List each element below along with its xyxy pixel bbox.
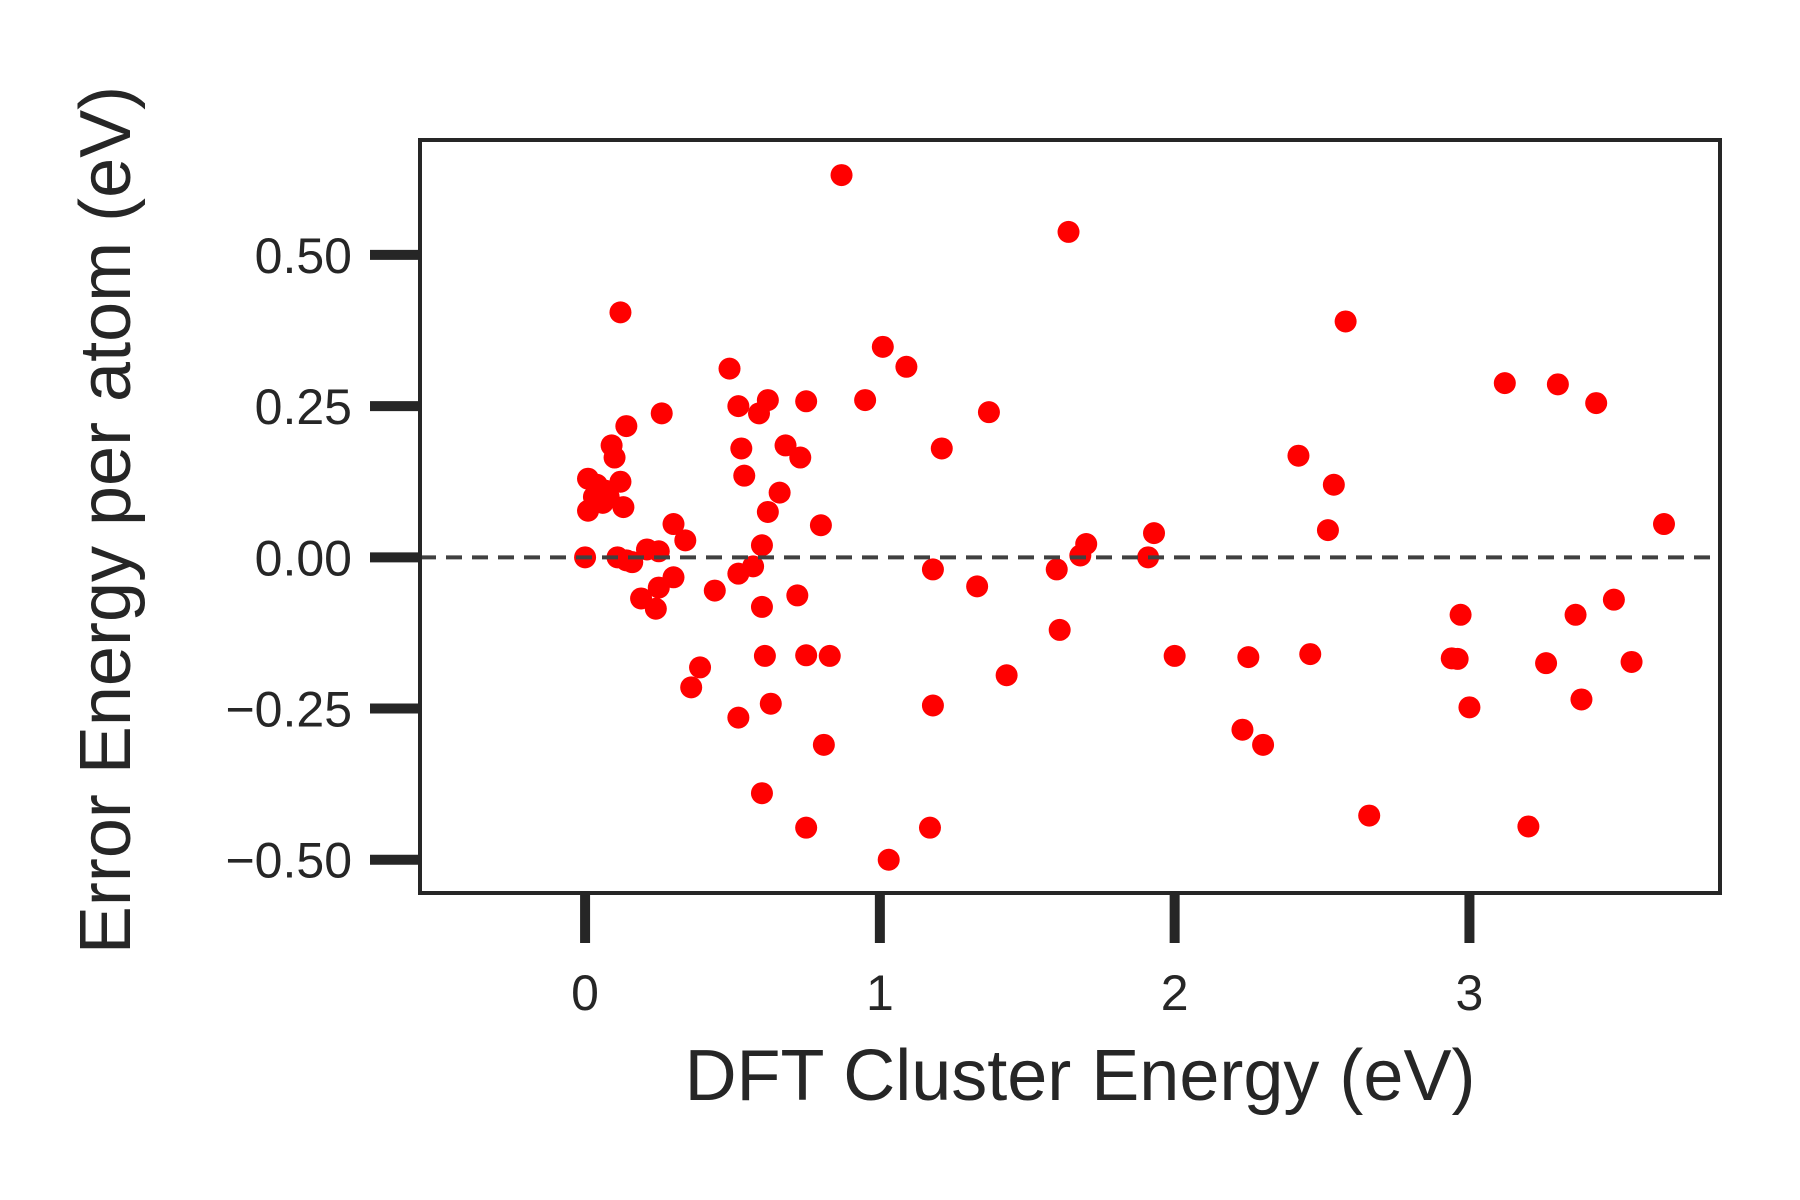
data-point-94	[1602, 588, 1625, 611]
data-point-54	[830, 164, 853, 187]
data-point-64	[977, 401, 1000, 424]
data-point-9	[603, 446, 626, 469]
data-point-33	[730, 437, 753, 460]
data-point-29	[718, 357, 741, 380]
data-point-56	[871, 335, 894, 358]
data-point-84	[1446, 647, 1469, 670]
data-point-59	[918, 816, 941, 839]
data-point-53	[818, 644, 841, 667]
data-point-40	[753, 644, 776, 667]
data-point-70	[1075, 533, 1098, 556]
data-point-68	[1057, 220, 1080, 243]
data-point-30	[727, 395, 750, 418]
data-point-82	[1358, 804, 1381, 827]
y-tick-label-1: −0.25	[225, 682, 352, 738]
data-point-65	[995, 664, 1018, 687]
data-point-41	[756, 389, 779, 412]
data-point-34	[733, 464, 756, 487]
y-tick-label-2: 0.00	[255, 530, 352, 586]
data-point-28	[703, 579, 726, 602]
data-point-39	[750, 782, 773, 805]
data-point-52	[812, 733, 835, 756]
data-point-88	[1517, 815, 1540, 838]
data-point-61	[921, 694, 944, 717]
y-tick-label-0: −0.50	[225, 833, 352, 889]
data-point-85	[1449, 603, 1472, 626]
data-point-93	[1585, 392, 1608, 415]
x-tick-label-1: 1	[866, 965, 894, 1021]
y-axis-ticks: −0.50 −0.25 0.00 0.25 0.50	[225, 228, 420, 889]
data-points	[574, 164, 1675, 871]
x-axis-ticks: 0 1 2 3	[571, 893, 1483, 1021]
data-point-76	[1252, 733, 1275, 756]
data-point-32	[727, 706, 750, 729]
x-tick-label-0: 0	[571, 965, 599, 1021]
data-point-46	[786, 584, 809, 607]
data-point-49	[795, 644, 818, 667]
data-point-79	[1316, 519, 1339, 542]
data-point-57	[877, 848, 900, 871]
data-point-91	[1564, 603, 1587, 626]
data-point-60	[921, 558, 944, 581]
data-point-75	[1237, 646, 1260, 669]
data-point-81	[1334, 310, 1357, 333]
data-point-22	[650, 402, 673, 425]
data-point-24	[662, 566, 685, 589]
data-point-11	[609, 301, 632, 324]
data-point-48	[795, 390, 818, 413]
data-point-78	[1299, 643, 1322, 666]
x-axis-label: DFT Cluster Energy (eV)	[685, 1036, 1476, 1116]
data-point-62	[930, 437, 953, 460]
data-point-77	[1287, 444, 1310, 467]
data-point-47	[789, 446, 812, 469]
plot-frame	[418, 138, 1722, 895]
data-point-86	[1458, 696, 1481, 719]
y-axis-label: Error Energy per atom (eV)	[66, 86, 146, 954]
data-point-19	[644, 597, 667, 620]
data-point-96	[1652, 513, 1675, 536]
data-point-26	[680, 676, 703, 699]
data-point-23	[662, 513, 685, 536]
data-point-87	[1493, 372, 1516, 395]
data-point-43	[759, 692, 782, 715]
data-point-42	[756, 500, 779, 523]
data-point-25	[674, 529, 697, 552]
data-point-58	[895, 355, 918, 378]
data-point-45	[774, 434, 797, 457]
data-point-92	[1570, 688, 1593, 711]
data-point-74	[1231, 718, 1254, 741]
data-point-13	[612, 496, 635, 519]
x-tick-label-2: 2	[1161, 965, 1189, 1021]
data-point-37	[750, 534, 773, 557]
data-point-44	[768, 481, 791, 504]
data-point-27	[689, 656, 712, 679]
data-point-12	[609, 470, 632, 493]
data-point-35	[742, 555, 765, 578]
data-point-14	[615, 415, 638, 438]
y-tick-label-4: 0.50	[255, 228, 352, 284]
data-point-90	[1546, 373, 1569, 396]
data-point-89	[1535, 652, 1558, 675]
data-point-63	[966, 575, 989, 598]
data-point-67	[1048, 618, 1071, 641]
x-tick-label-3: 3	[1456, 965, 1484, 1021]
data-point-38	[750, 595, 773, 618]
data-point-80	[1322, 473, 1345, 496]
data-point-73	[1163, 644, 1186, 667]
data-point-72	[1143, 522, 1166, 545]
data-point-66	[1045, 558, 1068, 581]
data-point-50	[795, 816, 818, 839]
data-point-55	[854, 389, 877, 412]
data-point-95	[1620, 650, 1643, 673]
data-point-51	[809, 514, 832, 537]
y-tick-label-3: 0.25	[255, 379, 352, 435]
